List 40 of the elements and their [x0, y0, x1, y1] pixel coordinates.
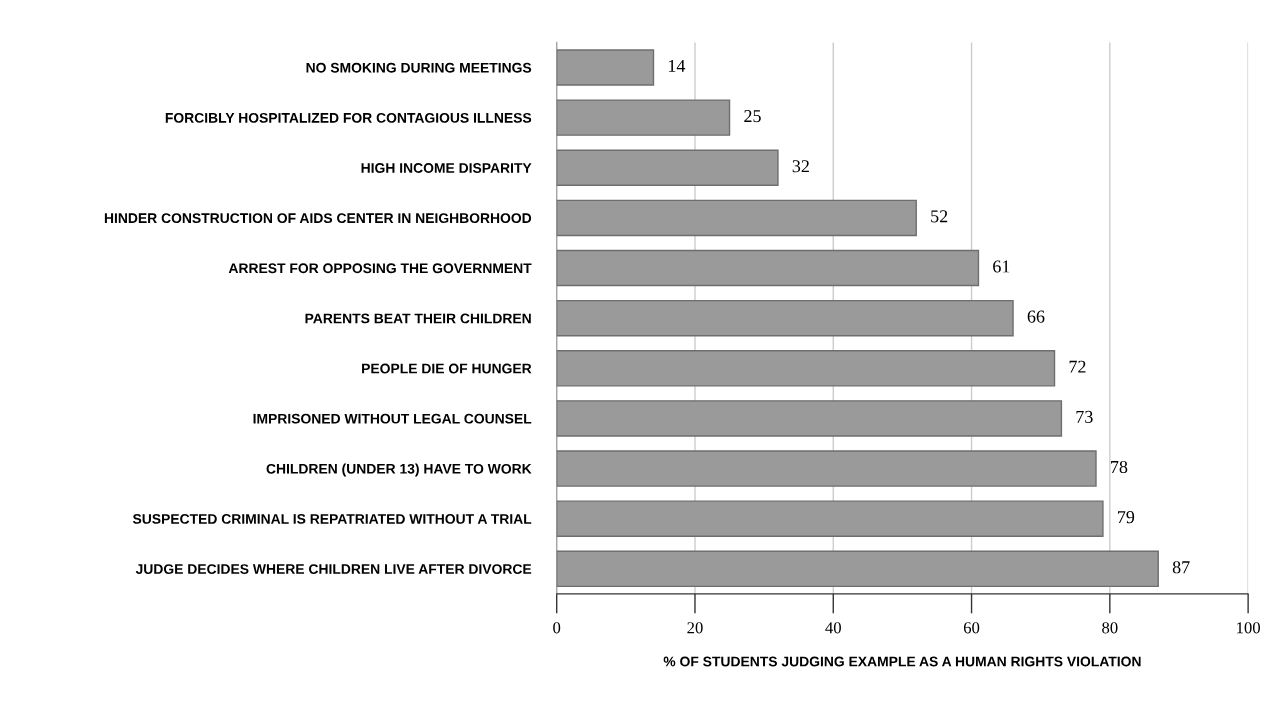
x-axis-title: % OF STUDENTS JUDGING EXAMPLE AS A HUMAN RIGHTS VIOLATION [663, 656, 1141, 667]
x-tick-label: 80 [1102, 622, 1118, 634]
y-tick-label: FORCIBLY HOSPITALIZED FOR CONTAGIOUS ILLNESS [165, 112, 532, 123]
y-tick-label: ARREST FOR OPPOSING THE GOVERNMENT [228, 263, 532, 274]
y-tick-label: PARENTS BEAT THEIR CHILDREN [305, 313, 531, 324]
data-label: 61 [993, 260, 1010, 273]
y-tick-label: JUDGE DECIDES WHERE CHILDREN LIVE AFTER DIVORCE [135, 564, 532, 574]
x-tick-label: 20 [687, 622, 703, 634]
bar [556, 450, 1097, 487]
bar [556, 350, 1056, 387]
bar [556, 550, 1159, 588]
bar [556, 500, 1104, 537]
y-tick-label: SUSPECTED CRIMINAL IS REPATRIATED WITHOUT A TRIAL [132, 514, 532, 524]
y-tick-label: NO SMOKING DURING MEETINGS [306, 62, 532, 73]
bar [556, 199, 917, 237]
data-label: 14 [668, 59, 686, 72]
bar [556, 149, 779, 186]
bar [556, 99, 731, 136]
y-tick-label: HIGH INCOME DISPARITY [361, 163, 532, 173]
data-label: 73 [1076, 410, 1093, 423]
data-label: 79 [1118, 511, 1135, 524]
data-label: 52 [931, 210, 948, 223]
bar [556, 249, 980, 287]
bar [556, 49, 655, 86]
x-tick-label: 0 [553, 622, 561, 634]
y-tick-label: CHILDREN (UNDER 13) HAVE TO WORK [266, 463, 532, 477]
data-label: 87 [1172, 561, 1190, 574]
data-label: 32 [792, 160, 809, 173]
y-tick-label: IMPRISONED WITHOUT LEGAL COUNSEL [253, 413, 532, 424]
y-tick-label: HINDER CONSTRUCTION OF AIDS CENTER IN NEIGHBORHOOD [104, 213, 532, 224]
y-tick-label: PEOPLE DIE OF HUNGER [362, 363, 532, 374]
x-tick-label: 40 [825, 622, 841, 634]
x-tick-label: 100 [1237, 622, 1260, 634]
bar [556, 299, 1014, 337]
bar [556, 400, 1063, 437]
data-label: 25 [744, 110, 761, 123]
data-label: 66 [1027, 310, 1045, 323]
x-tick-label: 60 [963, 622, 980, 634]
data-label: 78 [1111, 460, 1128, 474]
data-label: 72 [1069, 360, 1086, 373]
